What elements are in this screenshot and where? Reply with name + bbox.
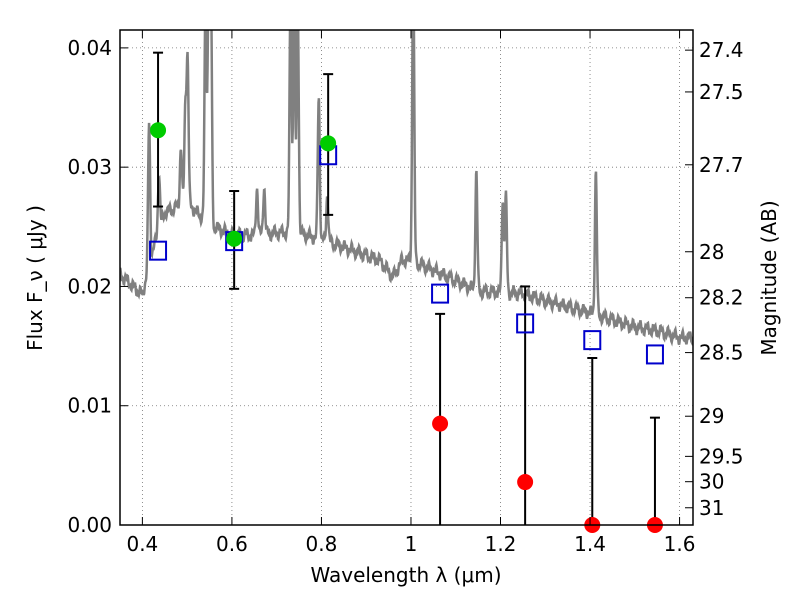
mag-tick-label: 28.2 — [699, 286, 744, 310]
plot-frame — [119, 29, 694, 526]
mag-tick-label: 27.7 — [699, 153, 744, 177]
x-tick-label: 1 — [405, 532, 418, 556]
ticks: 0.4 0.6 0.8 1 1.2 1.4 1.6 0.00 0.01 0.02 0.03 0.04 2… — [67, 30, 744, 556]
plot-area — [120, 30, 693, 347]
nondetection-point — [517, 474, 534, 491]
y-axis-label: Flux F_ν ( μJy ) — [23, 205, 47, 351]
mag-tick-label: 28.5 — [699, 341, 744, 365]
nondetection-point — [432, 415, 449, 432]
mag-tick-label: 31 — [699, 496, 724, 520]
detection-point — [150, 122, 167, 139]
x-axis-label: Wavelength λ (μm) — [310, 563, 501, 587]
x-tick-label: 1.2 — [485, 532, 517, 556]
mag-tick-label: 27.4 — [699, 38, 744, 62]
y-tick-label: 0.04 — [67, 36, 112, 60]
x-tick-label: 1.6 — [664, 532, 696, 556]
detection-point — [226, 230, 243, 247]
x-tick-label: 0.6 — [216, 532, 248, 556]
y-tick-label: 0.00 — [67, 513, 112, 537]
y-tick-label: 0.03 — [67, 155, 112, 179]
y-tick-label: 0.01 — [67, 394, 112, 418]
x-tick-label: 0.8 — [306, 532, 338, 556]
marker-layer — [149, 51, 664, 533]
grid — [120, 30, 693, 526]
mag-tick-label: 29 — [699, 404, 724, 428]
right-axis-label: Magnitude (AB) — [757, 200, 781, 355]
x-tick-label: 1.4 — [574, 532, 606, 556]
mag-tick-label: 27.5 — [699, 80, 744, 104]
x-tick-label: 0.4 — [126, 532, 158, 556]
mag-tick-label: 29.5 — [699, 444, 744, 468]
mag-tick-label: 30 — [699, 470, 724, 494]
model-flux-square — [516, 313, 535, 334]
mag-tick-label: 28 — [699, 240, 724, 264]
model-flux-square — [431, 283, 450, 304]
model-flux-square — [583, 330, 602, 351]
model-flux-square — [645, 344, 664, 365]
model-flux-square — [149, 240, 168, 261]
spectrum-line — [120, 30, 693, 347]
y-tick-label: 0.02 — [67, 274, 112, 298]
detection-point — [320, 135, 337, 152]
